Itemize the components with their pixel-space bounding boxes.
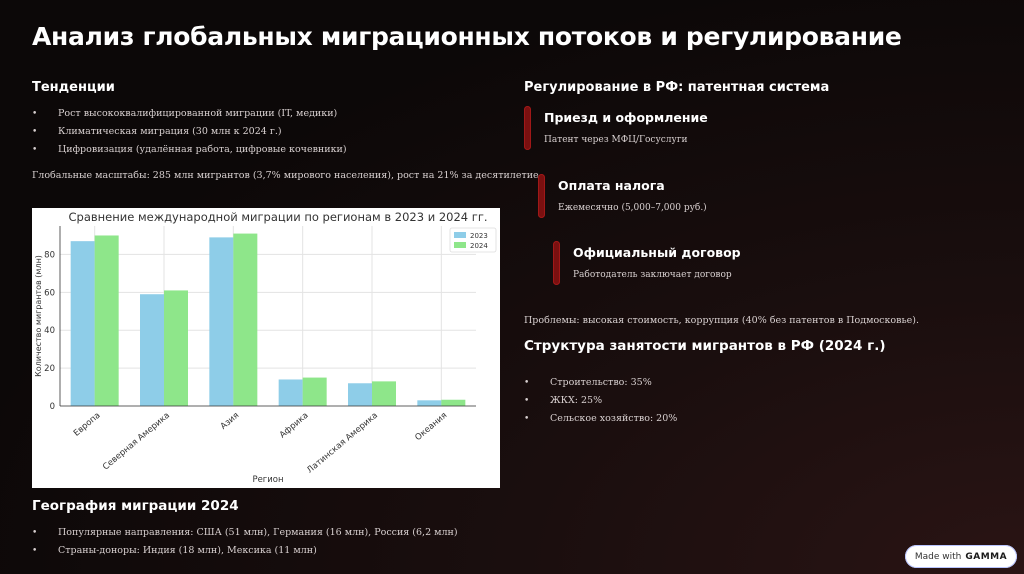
bar-2024 (372, 381, 396, 406)
geography-heading: География миграции 2024 (32, 498, 239, 514)
step-marker (538, 174, 545, 218)
geography-list: Популярные направления: США (51 млн), Ге… (32, 524, 458, 560)
bar-2024 (164, 290, 188, 406)
legend-swatch (454, 242, 466, 248)
trends-heading: Тенденции (32, 80, 115, 95)
bar-2024 (441, 399, 466, 406)
y-tick-label: 80 (44, 250, 55, 260)
list-item: Цифровизация (удалённая работа, цифровые… (32, 141, 347, 159)
bar-2023 (209, 237, 234, 406)
employment-list: Строительство: 35% ЖКХ: 25% Сельское хоз… (524, 374, 677, 428)
chart-svg: Сравнение международной миграции по реги… (34, 210, 497, 485)
x-tick-label: Северная Америка (101, 411, 172, 473)
x-tick-label: Европа (72, 411, 103, 439)
list-item: Рост высококвалифицированной миграции (I… (32, 105, 347, 123)
y-tick-label: 60 (44, 288, 55, 298)
x-tick-label: Африка (278, 411, 311, 441)
step-title: Официальный договор (573, 245, 741, 260)
step-desc: Ежемесячно (5,000–7,000 руб.) (558, 203, 707, 213)
y-axis-label: Количество мигрантов (млн) (34, 255, 43, 377)
x-axis-label: Регион (252, 475, 283, 485)
bar-2024 (94, 235, 119, 406)
legend-swatch (454, 232, 466, 238)
legend-label: 2024 (470, 242, 488, 250)
step-marker (524, 106, 531, 150)
bar-2023 (417, 400, 442, 406)
y-tick-label: 0 (50, 402, 55, 412)
bar-2023 (278, 379, 303, 406)
legend-label: 2023 (470, 232, 488, 240)
regulation-problems: Проблемы: высокая стоимость, коррупция (… (524, 315, 920, 326)
x-tick-label: Латинская Америка (305, 411, 380, 476)
bar-2023 (70, 241, 95, 406)
x-tick-label: Океания (413, 411, 449, 443)
gamma-logo: GAMMA (965, 551, 1008, 562)
bar-2023 (140, 294, 164, 406)
list-item: Сельское хозяйство: 20% (524, 410, 677, 428)
y-tick-label: 20 (44, 364, 55, 374)
x-tick-label: Азия (219, 411, 242, 432)
chart-title: Сравнение международной миграции по реги… (68, 210, 487, 224)
page-title: Анализ глобальных миграционных потоков и… (32, 22, 902, 51)
list-item: Популярные направления: США (51 млн), Ге… (32, 524, 458, 542)
badge-prefix: Made with (914, 551, 962, 562)
employment-heading: Структура занятости мигрантов в РФ (2024… (524, 338, 886, 354)
step-title: Приезд и оформление (544, 110, 708, 125)
step-marker (553, 241, 560, 285)
list-item: Климатическая миграция (30 млн к 2024 г.… (32, 123, 347, 141)
made-with-gamma-badge[interactable]: Made with GAMMA (905, 545, 1017, 568)
step-title: Оплата налога (558, 178, 665, 193)
list-item: ЖКХ: 25% (524, 392, 677, 410)
bar-2024 (233, 233, 258, 406)
step-desc: Патент через МФЦ/Госуслуги (544, 135, 688, 145)
migration-chart: Сравнение международной миграции по реги… (32, 208, 500, 488)
y-tick-label: 40 (44, 326, 55, 336)
list-item: Страны-доноры: Индия (18 млн), Мексика (… (32, 542, 458, 560)
bar-2023 (348, 383, 372, 406)
trends-list: Рост высококвалифицированной миграции (I… (32, 105, 347, 159)
trends-summary: Глобальные масштабы: 285 млн мигрантов (… (32, 170, 542, 181)
list-item: Строительство: 35% (524, 374, 677, 392)
bar-2024 (302, 377, 327, 406)
step-desc: Работодатель заключает договор (573, 270, 732, 280)
regulation-heading: Регулирование в РФ: патентная система (524, 80, 830, 95)
